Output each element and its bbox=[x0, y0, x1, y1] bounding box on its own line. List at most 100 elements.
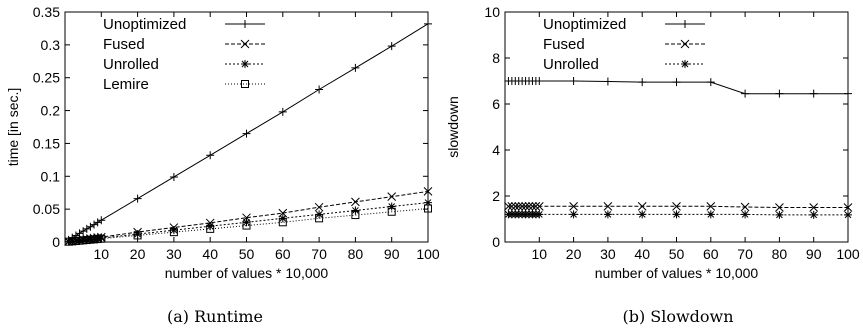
data-point bbox=[387, 192, 397, 202]
legend-label: Fused bbox=[103, 36, 145, 53]
legend-marker bbox=[681, 20, 689, 28]
data-point bbox=[706, 78, 715, 87]
data-point bbox=[809, 203, 819, 212]
x-tick-label: 60 bbox=[703, 246, 719, 262]
x-tick-label: 100 bbox=[836, 246, 860, 262]
x-tick-label: 30 bbox=[166, 246, 182, 262]
data-point bbox=[504, 201, 513, 211]
data-point bbox=[524, 201, 534, 211]
x-tick-label: 50 bbox=[239, 246, 255, 262]
data-point bbox=[528, 201, 537, 211]
data-point bbox=[521, 201, 530, 211]
y-tick-label: 0.1 bbox=[41, 168, 61, 184]
x-tick-label: 10 bbox=[532, 246, 548, 262]
data-point bbox=[740, 202, 750, 212]
data-point bbox=[351, 211, 360, 220]
data-point bbox=[387, 207, 396, 216]
x-tick-label: 40 bbox=[634, 246, 650, 262]
data-point bbox=[843, 203, 853, 212]
data-point bbox=[90, 220, 99, 229]
legend-label: Unoptimized bbox=[543, 16, 626, 33]
data-point bbox=[535, 210, 544, 219]
series-unrolled bbox=[504, 210, 852, 219]
y-tick-label: 4 bbox=[492, 142, 500, 158]
data-point bbox=[424, 204, 432, 213]
data-point bbox=[351, 63, 360, 72]
legend-label: Unrolled bbox=[543, 56, 599, 73]
data-point bbox=[672, 78, 681, 87]
x-tick-label: 90 bbox=[806, 246, 822, 262]
y-axis-label: slowdown bbox=[445, 96, 461, 157]
series-line bbox=[508, 205, 848, 208]
data-point bbox=[775, 203, 784, 212]
data-point bbox=[387, 202, 396, 211]
data-point bbox=[97, 234, 106, 243]
legend-marker bbox=[241, 20, 249, 28]
data-point bbox=[672, 210, 681, 219]
data-point bbox=[638, 210, 647, 219]
y-tick-label: 8 bbox=[492, 50, 500, 66]
data-point bbox=[242, 213, 251, 223]
data-point bbox=[314, 202, 324, 212]
data-point bbox=[672, 201, 681, 211]
data-point bbox=[637, 201, 647, 211]
data-point bbox=[424, 19, 432, 28]
x-tick-label: 10 bbox=[94, 246, 110, 262]
x-tick-label: 70 bbox=[311, 246, 327, 262]
data-point bbox=[507, 201, 517, 211]
data-point bbox=[809, 210, 818, 219]
data-point bbox=[79, 227, 88, 236]
data-point bbox=[569, 201, 578, 211]
legend-label: Unoptimized bbox=[103, 16, 186, 33]
series-line bbox=[508, 80, 848, 95]
legend-label: Fused bbox=[543, 36, 585, 53]
data-point bbox=[706, 201, 716, 211]
y-tick-label: 0.25 bbox=[33, 70, 60, 86]
legend-marker bbox=[241, 80, 249, 88]
data-point bbox=[206, 151, 215, 160]
data-point bbox=[97, 216, 106, 225]
series-lemire bbox=[64, 204, 432, 246]
data-point bbox=[423, 187, 433, 196]
x-tick-label: 40 bbox=[202, 246, 218, 262]
y-tick-label: 6 bbox=[492, 96, 500, 112]
data-point bbox=[569, 77, 578, 85]
x-tick-label: 20 bbox=[130, 246, 146, 262]
x-tick-label: 100 bbox=[416, 246, 440, 262]
legend: Unoptimized Fused Unrolled Lemire bbox=[103, 16, 265, 93]
y-tick-label: 0.3 bbox=[41, 37, 61, 53]
data-point bbox=[844, 89, 852, 98]
data-point bbox=[706, 210, 715, 219]
x-axis-label: number of values * 10,000 bbox=[595, 265, 759, 281]
data-point bbox=[741, 210, 750, 219]
data-point bbox=[86, 222, 95, 231]
legend-label: Unrolled bbox=[103, 56, 159, 73]
data-point bbox=[169, 172, 178, 181]
x-tick-label: 30 bbox=[600, 246, 616, 262]
y-tick-label: 0.15 bbox=[33, 135, 60, 151]
data-point bbox=[517, 201, 527, 211]
data-point bbox=[206, 222, 215, 231]
data-point bbox=[133, 194, 142, 203]
data-point bbox=[510, 201, 520, 211]
x-tick-label: 70 bbox=[737, 246, 753, 262]
data-point bbox=[169, 228, 178, 237]
y-axis-label: time [in sec.] bbox=[5, 88, 21, 167]
series-line bbox=[68, 208, 429, 243]
x-tick-label: 80 bbox=[772, 246, 788, 262]
y-tick-label: 0.2 bbox=[41, 103, 61, 119]
x-axis-label: number of values * 10,000 bbox=[165, 265, 329, 281]
data-point bbox=[387, 42, 396, 51]
figure-caption: (b) Slowdown bbox=[622, 307, 733, 326]
legend-marker bbox=[241, 60, 249, 68]
data-point bbox=[603, 77, 612, 86]
data-point bbox=[242, 129, 251, 138]
legend: Unoptimized Fused Unrolled bbox=[543, 16, 705, 73]
data-point bbox=[169, 226, 178, 235]
y-tick-label: 0.35 bbox=[33, 4, 60, 20]
data-point bbox=[514, 201, 524, 211]
legend-marker bbox=[240, 39, 250, 49]
data-point bbox=[93, 218, 102, 227]
figure-caption: (a) Runtime bbox=[167, 307, 263, 326]
